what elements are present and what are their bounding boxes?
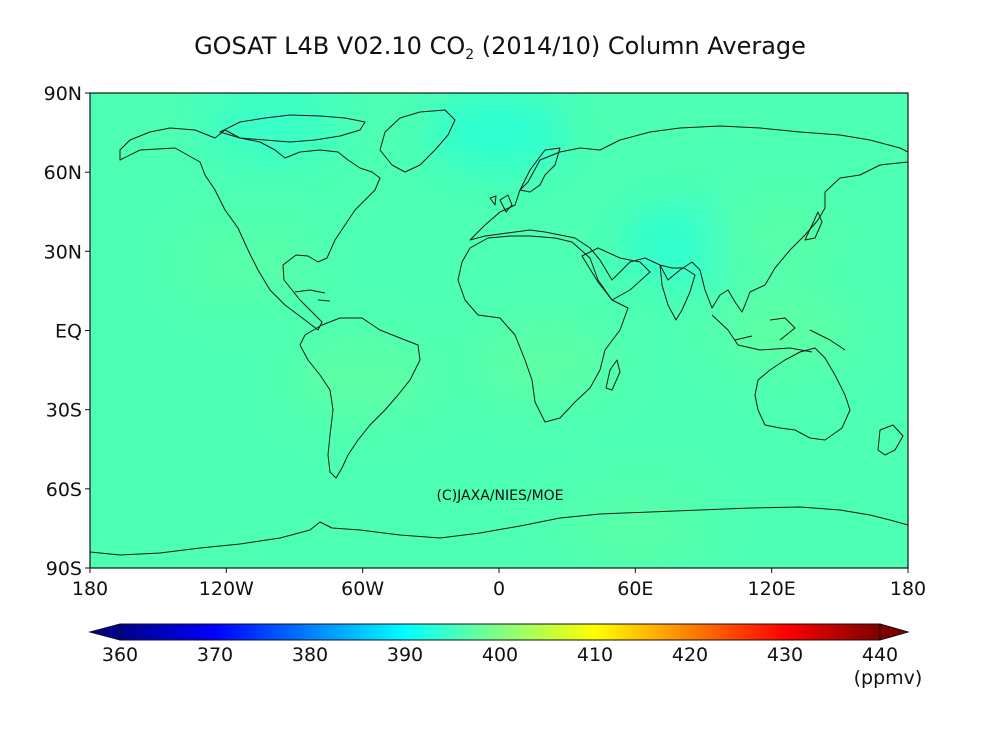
x-tick-label-4: 60E bbox=[617, 578, 653, 600]
colorbar-tick-label-8: 440 bbox=[862, 644, 898, 666]
coastline-south-america bbox=[299, 317, 421, 479]
y-tick-label-3: EQ bbox=[55, 321, 82, 343]
co2-anomaly-2 bbox=[476, 325, 613, 400]
coastline-india bbox=[659, 264, 696, 321]
map-panel: 180 120W 60W 0 60E 120E 180 90N60N30NEQ30S60S9… bbox=[44, 83, 927, 600]
co2-anomaly-3 bbox=[714, 293, 852, 368]
coastline-eurasia bbox=[469, 125, 908, 313]
coastlines bbox=[90, 109, 908, 556]
y-tick-label-0: 90N bbox=[44, 83, 82, 105]
coastline-australia bbox=[754, 347, 851, 441]
coastline-arctic-archipelago bbox=[219, 114, 366, 143]
colorbar-ticks: 360 370 380 390 400 410 420 430 440 bbox=[102, 644, 898, 666]
co2-anomaly-7 bbox=[703, 201, 840, 276]
x-tick-label-3: 0 bbox=[493, 578, 505, 600]
coastline-north-america bbox=[119, 127, 381, 331]
coastline-greenland bbox=[379, 109, 456, 173]
colorbar-tick-label-2: 380 bbox=[292, 644, 328, 666]
chart-title: GOSAT L4B V02.10 CO2 (2014/10) Column Av… bbox=[194, 32, 806, 63]
colorbar-tick-label-0: 360 bbox=[102, 644, 138, 666]
co2-field-anomalies bbox=[180, 93, 852, 566]
colorbar-extend-low bbox=[88, 623, 121, 641]
y-tick-label-5: 60S bbox=[46, 479, 82, 501]
credit-text: (C)JAXA/NIES/MOE bbox=[436, 488, 563, 504]
colorbar-units: (ppmv) bbox=[854, 667, 923, 689]
colorbar-tick-label-5: 410 bbox=[577, 644, 613, 666]
colorbar-tick-label-4: 400 bbox=[482, 644, 518, 666]
co2-anomaly-1 bbox=[294, 341, 431, 415]
co2-anomaly-6 bbox=[203, 93, 340, 162]
x-tick-label-2: 60W bbox=[341, 578, 384, 600]
colorbar-extend-high bbox=[879, 623, 910, 641]
colorbar-tick-label-7: 430 bbox=[767, 644, 803, 666]
co2-anomaly-8 bbox=[567, 491, 704, 566]
x-tick-label-0: 180 bbox=[72, 578, 108, 600]
title-subscript: 2 bbox=[465, 47, 474, 63]
x-axis-ticks: 180 120W 60W 0 60E 120E 180 bbox=[72, 568, 926, 600]
y-axis-ticks: 90N 60N 30N EQ 30S 60S 90S bbox=[44, 83, 90, 580]
coastline-antarctica bbox=[90, 506, 908, 556]
y-tick-label-2: 30N bbox=[44, 241, 82, 263]
co2-anomaly-5 bbox=[430, 95, 568, 170]
coastline-africa bbox=[457, 235, 629, 423]
y-tick-label-6: 90S bbox=[46, 558, 82, 580]
coastline-arabia bbox=[581, 247, 651, 301]
colorbar-tick-label-3: 390 bbox=[387, 644, 423, 666]
coastline-scandinavia bbox=[519, 147, 561, 193]
colorbar: 360 370 380 390 400 410 420 430 440 (ppmv) bbox=[88, 623, 923, 689]
coastline-indonesia bbox=[711, 314, 846, 353]
co2-anomaly-0 bbox=[180, 227, 318, 302]
y-tick-label-1: 60N bbox=[44, 162, 82, 184]
colorbar-tick-label-6: 420 bbox=[672, 644, 708, 666]
coastline-new-zealand bbox=[877, 424, 904, 456]
x-tick-label-1: 120W bbox=[199, 578, 254, 600]
x-tick-label-5: 120E bbox=[748, 578, 796, 600]
coastline-caribbean bbox=[294, 289, 331, 302]
colorbar-tick-label-1: 370 bbox=[197, 644, 233, 666]
coastline-madagascar bbox=[605, 359, 621, 391]
y-tick-label-4: 30S bbox=[46, 400, 82, 422]
colorbar-gradient bbox=[119, 623, 881, 641]
coastline-british-isles bbox=[489, 194, 513, 213]
x-tick-label-6: 180 bbox=[890, 578, 926, 600]
coastline-japan bbox=[804, 211, 823, 241]
